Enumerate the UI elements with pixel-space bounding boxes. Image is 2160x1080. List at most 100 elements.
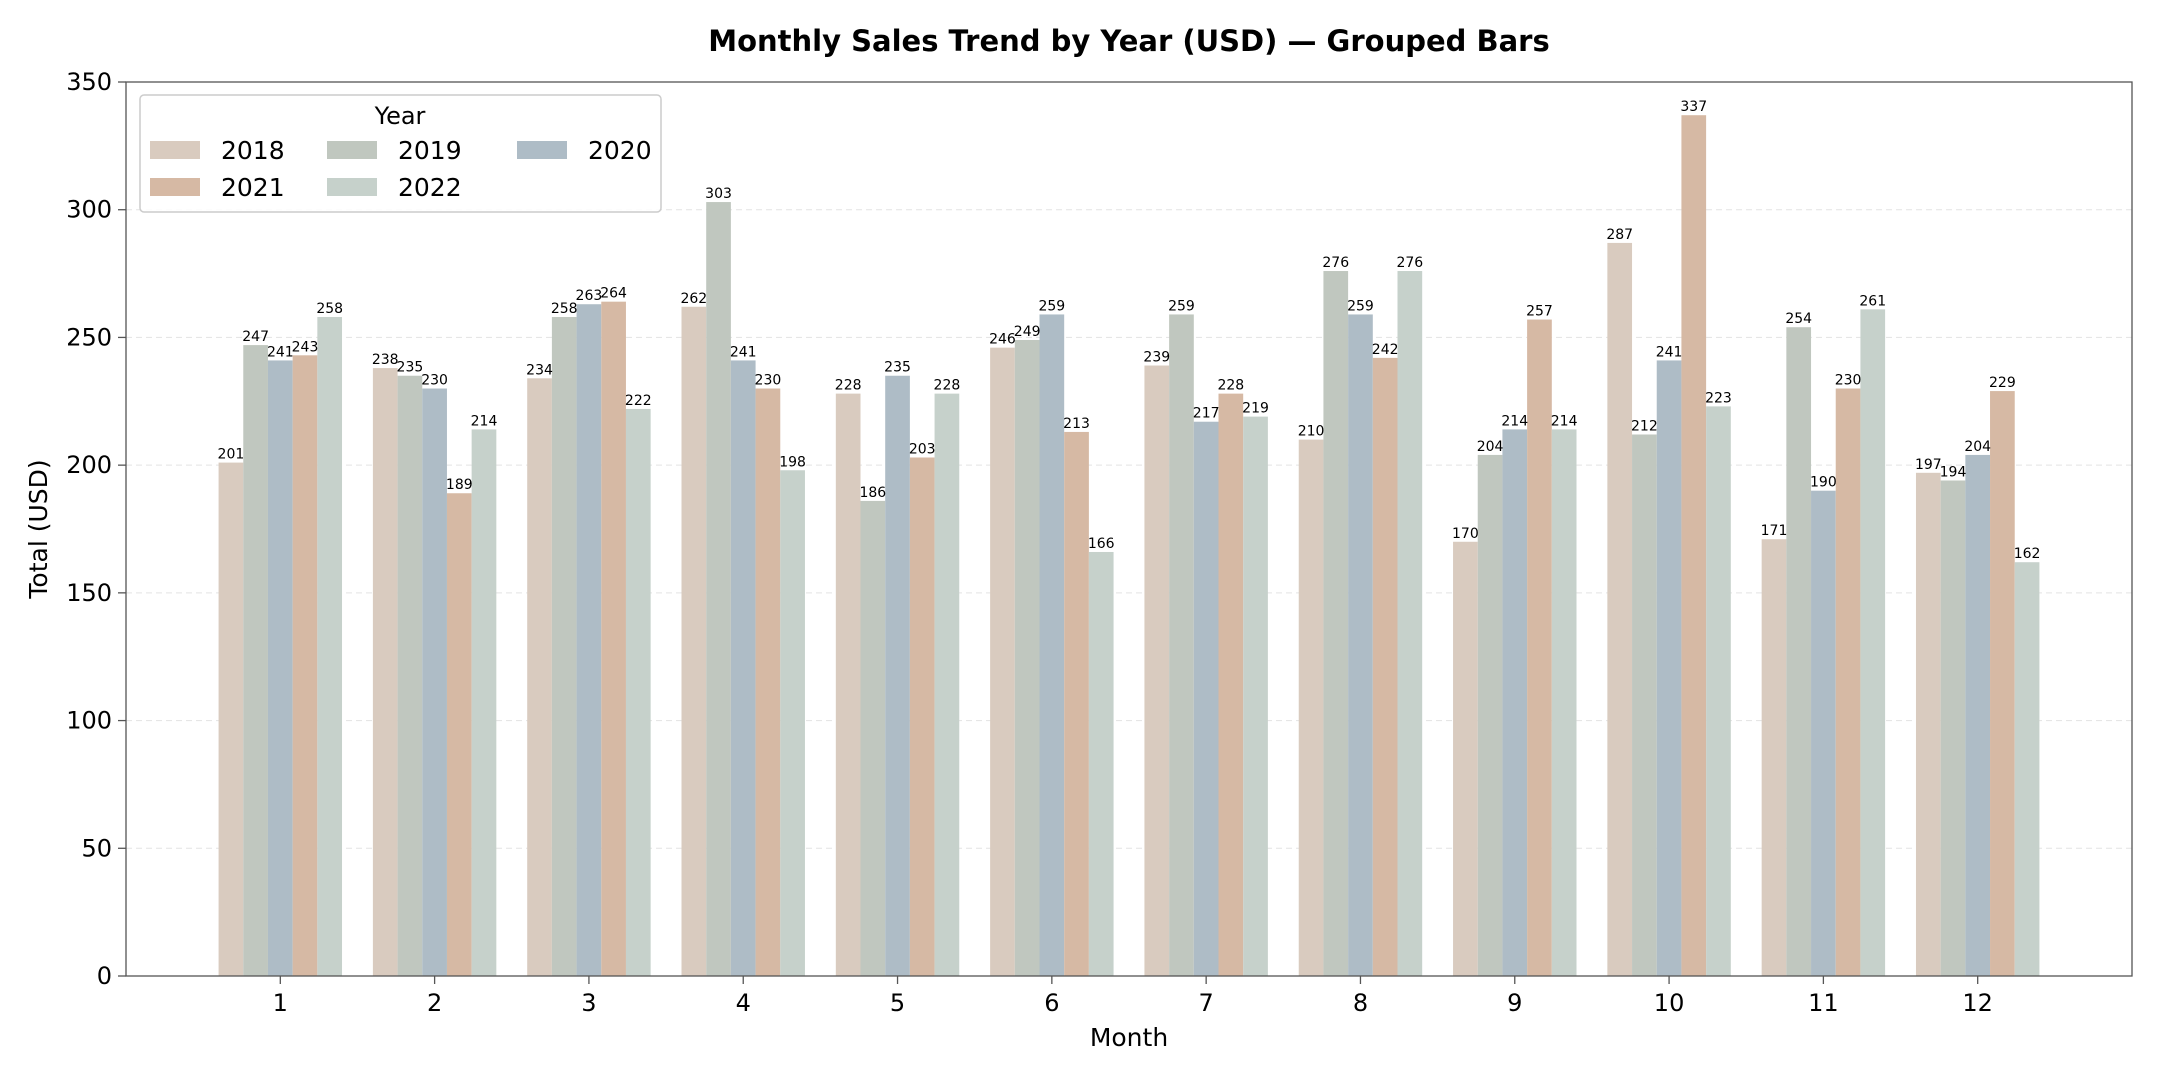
data-label: 214 — [1501, 413, 1528, 429]
bars — [218, 115, 2040, 977]
bar-2020-11 — [1811, 490, 1836, 976]
legend-swatch — [517, 141, 567, 159]
y-tick-label: 50 — [81, 834, 112, 862]
bar-2018-3 — [527, 378, 552, 977]
bar-2020-12 — [1965, 454, 1991, 976]
bar-2019-12 — [1940, 480, 1966, 976]
bar-2020-9 — [1502, 429, 1528, 977]
bar-2018-2 — [372, 368, 398, 977]
data-label: 258 — [316, 301, 343, 317]
bar-2018-11 — [1761, 539, 1787, 976]
legend-swatch — [150, 178, 200, 196]
legend-title: Year — [374, 102, 426, 130]
bar-2021-1 — [292, 355, 318, 976]
data-label: 276 — [1322, 255, 1349, 271]
bar-2020-10 — [1656, 360, 1682, 977]
data-label: 259 — [1347, 298, 1374, 314]
bar-2021-7 — [1218, 393, 1244, 976]
bar-2022-7 — [1243, 416, 1268, 976]
bar-2022-4 — [780, 470, 805, 976]
bar-2020-8 — [1348, 314, 1373, 976]
plot-frame — [125, 81, 2133, 977]
data-label: 243 — [292, 339, 319, 355]
x-tick-label: 6 — [1044, 989, 1059, 1017]
data-label: 201 — [218, 447, 245, 463]
data-label: 246 — [989, 332, 1016, 348]
bar-2021-8 — [1372, 357, 1398, 976]
y-tick-label: 0 — [97, 962, 112, 990]
bar-2021-5 — [909, 457, 935, 977]
data-label: 194 — [1940, 464, 1967, 480]
data-label: 241 — [730, 344, 757, 360]
data-label: 242 — [1372, 342, 1399, 358]
data-label: 217 — [1193, 406, 1220, 422]
bar-2018-4 — [681, 306, 707, 977]
bar-2022-10 — [1706, 406, 1731, 976]
bar-2019-11 — [1786, 327, 1812, 976]
chart-title: Monthly Sales Trend by Year (USD) — Grou… — [708, 24, 1550, 58]
bar-2020-6 — [1039, 314, 1065, 976]
legend-label: 2022 — [398, 173, 462, 202]
x-tick-label: 4 — [736, 989, 751, 1017]
x-tick-label: 9 — [1507, 989, 1522, 1017]
data-labels: 2012382342622282462392101702871711972472… — [218, 99, 2041, 562]
y-tick-label: 150 — [66, 579, 112, 607]
bar-2022-9 — [1551, 429, 1577, 977]
bar-2019-9 — [1477, 454, 1503, 976]
bar-2021-4 — [755, 388, 781, 976]
data-label: 204 — [1964, 439, 1991, 455]
x-tick-label: 3 — [581, 989, 596, 1017]
legend-item-2022: 2022 — [327, 173, 462, 202]
bar-2019-5 — [860, 500, 886, 976]
bar-2022-11 — [1860, 309, 1886, 976]
y-tick-label: 250 — [66, 323, 112, 351]
data-label: 276 — [1396, 255, 1423, 271]
data-label: 239 — [1143, 350, 1170, 366]
legend-item-2020: 2020 — [517, 136, 652, 165]
bar-2022-2 — [471, 429, 497, 977]
data-label: 214 — [471, 413, 498, 429]
bar-2021-10 — [1681, 115, 1707, 977]
data-label: 235 — [397, 360, 424, 376]
bar-2019-6 — [1014, 339, 1040, 976]
legend-item-2019: 2019 — [327, 136, 462, 165]
data-label: 204 — [1477, 439, 1504, 455]
bar-2018-8 — [1298, 439, 1324, 977]
data-label: 228 — [934, 378, 961, 394]
data-label: 259 — [1038, 298, 1065, 314]
bar-2018-5 — [835, 393, 861, 976]
bar-2022-6 — [1088, 551, 1114, 976]
data-label: 171 — [1761, 523, 1788, 539]
bar-2019-4 — [706, 202, 731, 977]
legend-items: 2018 2019 2020 2021 2022 — [150, 136, 652, 202]
data-label: 189 — [446, 477, 473, 493]
legend-label: 2018 — [221, 136, 285, 165]
data-label: 230 — [1835, 373, 1862, 389]
bar-2018-7 — [1144, 365, 1170, 976]
bar-2019-2 — [397, 375, 423, 976]
data-label: 228 — [835, 378, 862, 394]
data-label: 257 — [1526, 304, 1553, 320]
bar-2020-5 — [885, 375, 910, 976]
data-label: 337 — [1680, 99, 1707, 115]
x-tick-label: 12 — [1962, 989, 1993, 1017]
x-tick-label: 7 — [1199, 989, 1214, 1017]
bar-2020-3 — [576, 304, 602, 976]
data-label: 230 — [755, 373, 782, 389]
bar-2018-1 — [218, 462, 244, 976]
data-label: 229 — [1989, 375, 2016, 391]
y-tick-label: 350 — [66, 68, 112, 96]
data-label: 262 — [680, 291, 707, 307]
data-label: 287 — [1606, 227, 1633, 243]
data-label: 210 — [1298, 424, 1325, 440]
data-label: 222 — [625, 393, 652, 409]
data-label: 214 — [1551, 413, 1578, 429]
legend-label: 2019 — [398, 136, 462, 165]
data-label: 254 — [1785, 311, 1812, 327]
data-label: 213 — [1063, 416, 1090, 432]
x-tick-label: 5 — [890, 989, 905, 1017]
bar-2018-6 — [990, 347, 1015, 976]
data-label: 258 — [551, 301, 578, 317]
bar-2021-9 — [1527, 319, 1552, 976]
